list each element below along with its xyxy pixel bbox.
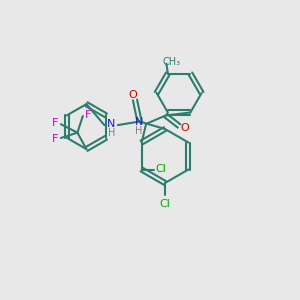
Text: Cl: Cl (155, 164, 166, 175)
Text: F: F (52, 118, 59, 128)
Text: F: F (52, 134, 59, 144)
Text: H: H (135, 125, 142, 136)
Text: O: O (128, 89, 137, 100)
Text: CH₃: CH₃ (162, 57, 181, 67)
Text: H: H (108, 128, 115, 138)
Text: Cl: Cl (160, 199, 170, 209)
Text: N: N (134, 117, 143, 127)
Text: O: O (180, 123, 189, 134)
Text: N: N (107, 119, 116, 129)
Text: F: F (85, 110, 92, 120)
